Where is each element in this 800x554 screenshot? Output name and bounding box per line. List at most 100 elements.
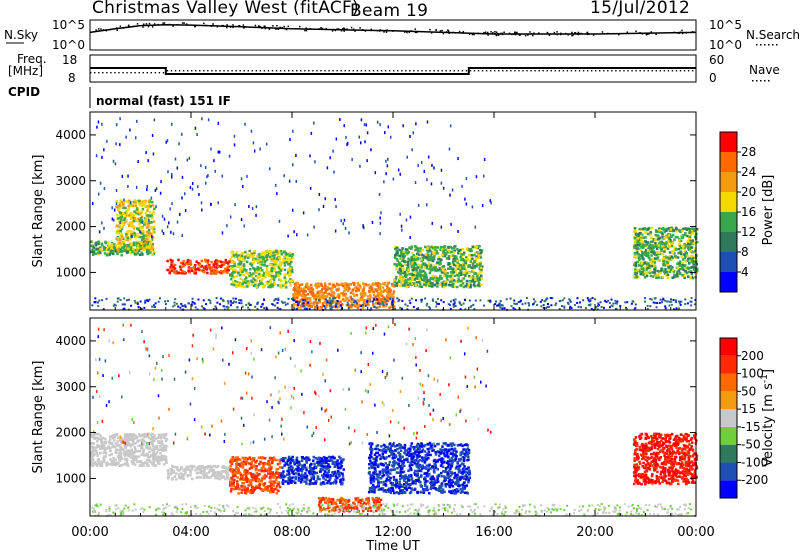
heatmap-cell [353, 301, 356, 304]
heatmap-cell [580, 306, 583, 309]
heatmap-cell [209, 476, 212, 479]
heatmap-cell [125, 250, 129, 253]
heatmap-cell [379, 232, 381, 236]
nsearch-point [577, 33, 579, 35]
heatmap-cell [294, 291, 297, 294]
heatmap-cell [334, 229, 337, 233]
heatmap-cell [210, 474, 214, 477]
heatmap-cell [269, 167, 271, 171]
heatmap-cell [285, 261, 288, 264]
heatmap-cell [129, 244, 133, 248]
power-panel-bg [90, 112, 696, 310]
heatmap-cell [152, 459, 156, 463]
heatmap-cell [466, 258, 469, 262]
heatmap-cell [134, 204, 138, 208]
heatmap-cell [656, 256, 660, 259]
heatmap-cell [110, 243, 114, 246]
heatmap-cell [303, 308, 306, 311]
heatmap-cell [255, 259, 258, 262]
heatmap-cell [408, 299, 411, 302]
heatmap-cell [668, 255, 672, 258]
heatmap-cell [366, 295, 370, 298]
heatmap-cell [329, 304, 332, 307]
heatmap-cell [650, 262, 654, 265]
nave-point [570, 70, 573, 72]
nsearch-point [305, 29, 308, 32]
heatmap-cell [665, 227, 668, 231]
heatmap-cell [457, 275, 460, 278]
heatmap-cell [90, 454, 93, 458]
heatmap-cell [326, 285, 329, 289]
heatmap-cell [210, 466, 213, 469]
heatmap-cell [446, 267, 450, 270]
heatmap-cell [118, 444, 121, 447]
heatmap-cell [113, 445, 117, 449]
heatmap-cell [223, 263, 226, 266]
nave-point [578, 70, 581, 72]
heatmap-cell [668, 251, 672, 254]
heatmap-cell [686, 245, 690, 249]
heatmap-cell [155, 444, 159, 448]
heatmap-cell [311, 288, 315, 291]
heatmap-cell [654, 253, 657, 256]
heatmap-cell [399, 262, 402, 266]
heatmap-cell [645, 263, 649, 266]
heatmap-cell [340, 219, 342, 223]
heatmap-cell [673, 246, 677, 250]
heatmap-cell [271, 303, 274, 306]
heatmap-cell [390, 305, 393, 309]
heatmap-cell [143, 244, 147, 247]
heatmap-cell [576, 301, 579, 304]
heatmap-cell [114, 442, 118, 445]
heatmap-cell [395, 249, 398, 253]
heatmap-cell [146, 209, 149, 212]
heatmap-cell [395, 263, 398, 266]
heatmap-cell [127, 206, 131, 209]
heatmap-cell [425, 281, 428, 284]
nave-point [506, 70, 508, 72]
heatmap-cell [205, 265, 208, 269]
nave-point [158, 72, 161, 74]
heatmap-cell [319, 305, 323, 309]
heatmap-cell [464, 270, 468, 273]
heatmap-cell [226, 475, 229, 479]
heatmap-cell [334, 300, 337, 303]
heatmap-cell [465, 177, 468, 181]
heatmap-cell [437, 257, 440, 261]
heatmap-cell [669, 265, 672, 268]
heatmap-cell [238, 257, 241, 261]
heatmap-cell [519, 299, 522, 302]
heatmap-cell [611, 305, 614, 308]
heatmap-cell [412, 257, 416, 261]
heatmap-cell [578, 301, 581, 304]
heatmap-cell [654, 301, 657, 304]
heatmap-cell [328, 287, 332, 290]
heatmap-cell [112, 456, 115, 460]
heatmap-cell [151, 432, 154, 436]
heatmap-cell [115, 213, 119, 217]
heatmap-cell [299, 287, 303, 290]
heatmap-cell [144, 205, 147, 209]
heatmap-cell [646, 232, 650, 236]
nave-point [683, 70, 686, 72]
heatmap-cell [279, 308, 282, 311]
heatmap-cell [312, 303, 316, 306]
heatmap-cell [279, 278, 282, 281]
heatmap-cell [420, 160, 423, 164]
heatmap-cell [388, 292, 391, 296]
heatmap-cell [140, 238, 144, 242]
heatmap-cell [412, 263, 416, 266]
heatmap-cell [130, 448, 134, 452]
nave-point [211, 70, 213, 72]
nsearch-point [142, 23, 145, 25]
heatmap-cell [602, 306, 605, 309]
heatmap-cell [449, 300, 452, 303]
heatmap-cell [455, 273, 459, 277]
heatmap-cell [278, 459, 282, 462]
heatmap-cell [558, 300, 561, 303]
heatmap-cell [288, 254, 291, 257]
heatmap-cell [344, 288, 348, 291]
heatmap-cell [293, 307, 296, 310]
heatmap-cell [181, 132, 183, 136]
heatmap-cell [153, 439, 156, 443]
